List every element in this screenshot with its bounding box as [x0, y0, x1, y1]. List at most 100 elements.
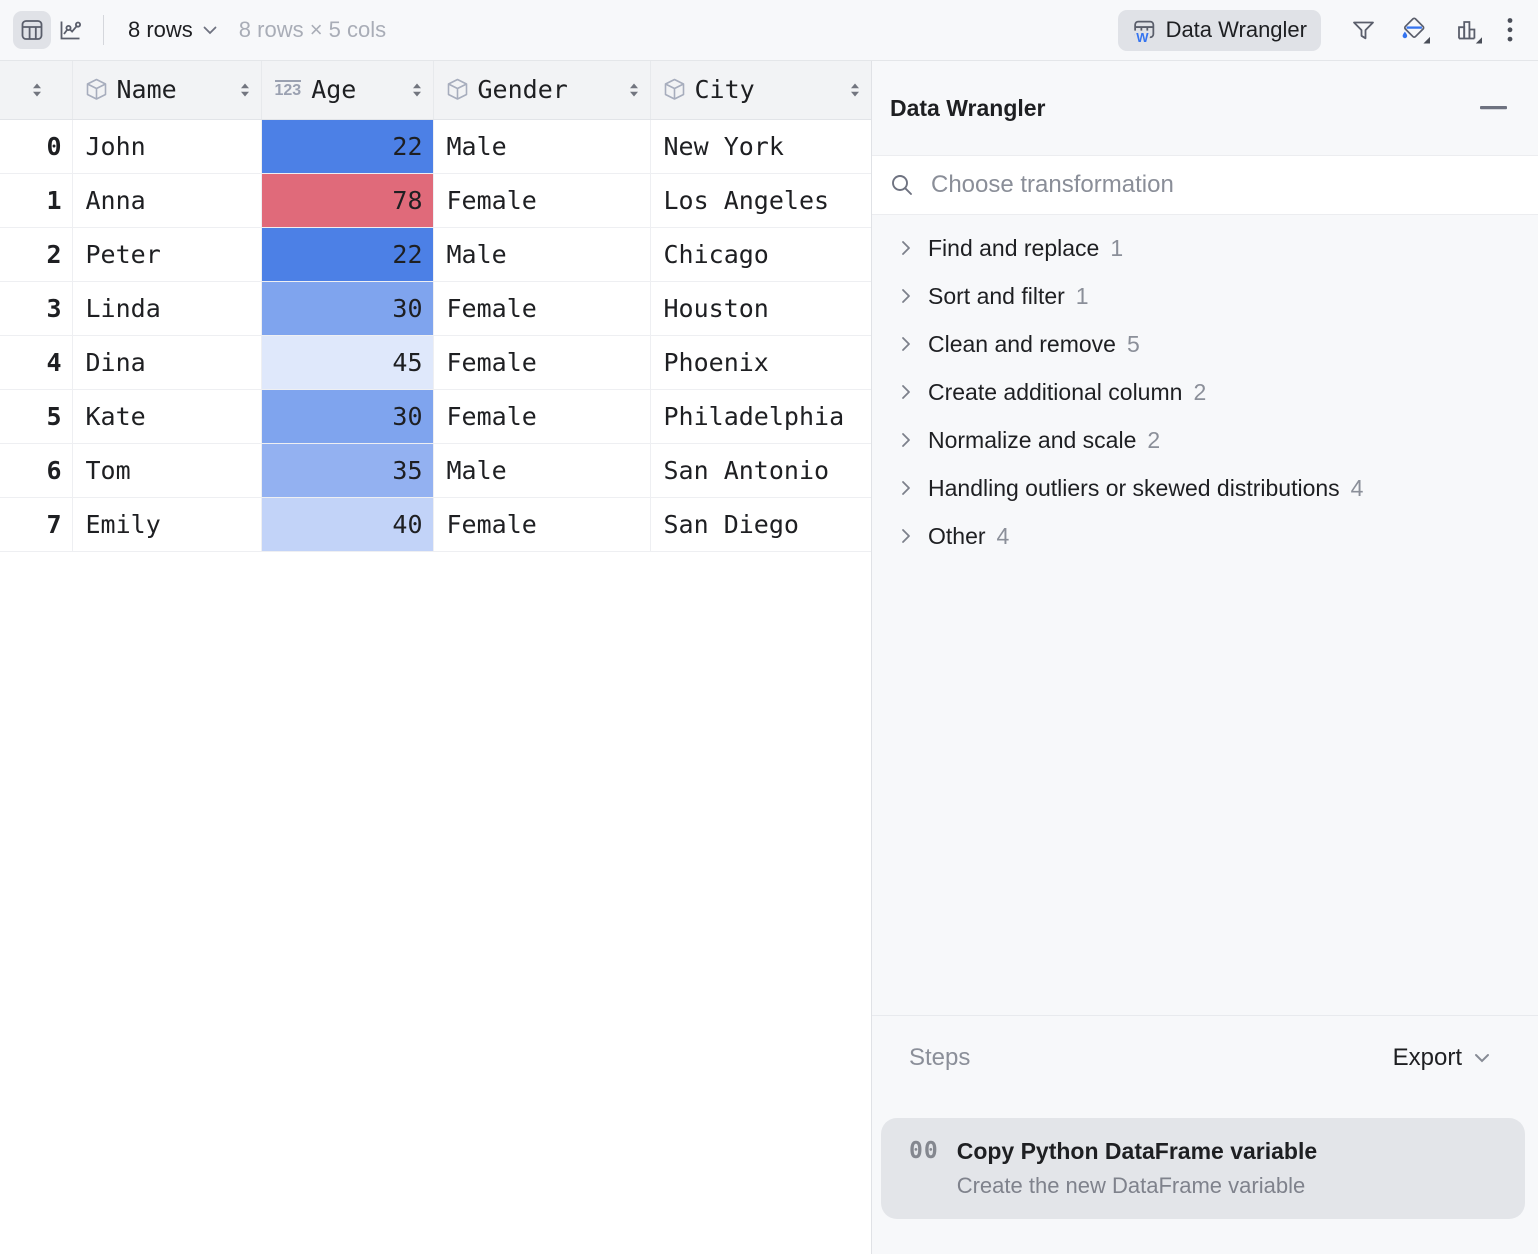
cell-name[interactable]: Dina [72, 335, 262, 390]
rows-count-dropdown[interactable]: 8 rows [128, 17, 217, 43]
column-label: Gender [477, 75, 568, 105]
chart-view-button[interactable] [51, 11, 89, 49]
step-number: 00 [909, 1138, 939, 1164]
cell-city[interactable]: Phoenix [650, 335, 871, 390]
chevron-right-icon [902, 241, 910, 255]
cell-city[interactable]: Los Angeles [650, 173, 871, 228]
data-wrangler-button-label: Data Wrangler [1165, 17, 1307, 42]
cell-gender[interactable]: Female [433, 281, 651, 336]
sort-icon[interactable] [239, 82, 251, 98]
transformation-category[interactable]: Other 4 [872, 512, 1538, 560]
cell-age[interactable]: 40 [261, 497, 434, 552]
cell-row-index[interactable]: 3 [0, 281, 73, 336]
kebab-menu-icon [1507, 17, 1513, 41]
sort-icon[interactable] [849, 82, 861, 98]
cell-age[interactable]: 35 [261, 443, 434, 498]
column-label: Name [116, 75, 177, 105]
rows-count-label: 8 rows [128, 17, 193, 42]
sort-icon[interactable] [31, 82, 43, 98]
cell-row-index[interactable]: 5 [0, 389, 73, 444]
sort-icon[interactable] [628, 82, 640, 98]
header-row-index[interactable] [0, 61, 73, 120]
transformation-category[interactable]: Handling outliers or skewed distribution… [872, 464, 1538, 512]
cell-city[interactable]: San Diego [650, 497, 871, 552]
more-options-button[interactable] [1506, 16, 1514, 45]
header-name[interactable]: Name [72, 61, 262, 120]
cell-row-index[interactable]: 2 [0, 227, 73, 282]
cell-age[interactable]: 22 [261, 227, 434, 282]
cell-gender[interactable]: Male [433, 119, 651, 174]
category-label: Handling outliers or skewed distribution… [928, 474, 1340, 501]
transformation-category[interactable]: Create additional column 2 [872, 368, 1538, 416]
table-body: 0 John 22 Male New York 1 Anna 78 Female… [0, 119, 871, 552]
category-count: 4 [996, 522, 1010, 549]
cell-gender[interactable]: Male [433, 443, 651, 498]
cell-row-index[interactable]: 0 [0, 119, 73, 174]
category-label: Other [928, 522, 986, 549]
numeric-type-icon: 123 [274, 80, 302, 100]
data-wrangler-panel: Data Wrangler Find and replace 1 Sor [872, 61, 1538, 1254]
column-label: City [694, 75, 755, 105]
cell-gender[interactable]: Female [433, 497, 651, 552]
cell-name[interactable]: Linda [72, 281, 262, 336]
cell-name[interactable]: Emily [72, 497, 262, 552]
cell-row-index[interactable]: 6 [0, 443, 73, 498]
cell-city[interactable]: Houston [650, 281, 871, 336]
data-wrangler-toggle-button[interactable]: W Data Wrangler [1117, 9, 1321, 51]
transformation-category[interactable]: Find and replace 1 [872, 224, 1538, 272]
category-count: 5 [1126, 330, 1140, 357]
toolbar-separator [103, 15, 104, 45]
cell-name[interactable]: Peter [72, 227, 262, 282]
cell-age[interactable]: 45 [261, 335, 434, 390]
cell-age[interactable]: 78 [261, 173, 434, 228]
statistics-button[interactable] [1454, 17, 1483, 44]
table-row: 0 John 22 Male New York [0, 119, 871, 174]
export-dropdown[interactable]: Export [1393, 1044, 1490, 1072]
cell-city[interactable]: New York [650, 119, 871, 174]
table-view-button[interactable] [13, 11, 51, 49]
cell-city[interactable]: Chicago [650, 227, 871, 282]
transformation-category[interactable]: Sort and filter 1 [872, 272, 1538, 320]
header-city[interactable]: City [650, 61, 871, 120]
cell-name[interactable]: Tom [72, 443, 262, 498]
cell-name[interactable]: John [72, 119, 262, 174]
table-header-row: Name 123 Age [0, 61, 871, 120]
cell-gender[interactable]: Female [433, 173, 651, 228]
category-count: 1 [1075, 282, 1089, 309]
category-label: Normalize and scale [928, 426, 1137, 453]
header-gender[interactable]: Gender [433, 61, 651, 120]
cell-gender[interactable]: Female [433, 335, 651, 390]
cell-gender[interactable]: Male [433, 227, 651, 282]
header-age[interactable]: 123 Age [261, 61, 434, 120]
transformation-category[interactable]: Normalize and scale 2 [872, 416, 1538, 464]
cell-city[interactable]: Philadelphia [650, 389, 871, 444]
transformation-category[interactable]: Clean and remove 5 [872, 320, 1538, 368]
cell-name[interactable]: Kate [72, 389, 262, 444]
object-type-icon [86, 78, 106, 101]
cell-age[interactable]: 30 [261, 389, 434, 444]
cell-gender[interactable]: Female [433, 389, 651, 444]
filter-button[interactable] [1350, 17, 1377, 44]
color-fill-button[interactable] [1400, 17, 1431, 44]
cell-row-index[interactable]: 4 [0, 335, 73, 390]
table-row: 4 Dina 45 Female Phoenix [0, 335, 871, 390]
chevron-right-icon [902, 385, 910, 399]
cell-city[interactable]: San Antonio [650, 443, 871, 498]
search-input[interactable] [931, 171, 1520, 199]
minimize-icon[interactable] [1480, 106, 1507, 110]
chevron-right-icon [902, 529, 910, 543]
cell-row-index[interactable]: 7 [0, 497, 73, 552]
svg-text:W: W [1136, 29, 1149, 42]
object-type-icon [664, 78, 684, 101]
chevron-right-icon [902, 481, 910, 495]
cell-age[interactable]: 30 [261, 281, 434, 336]
table-row: 3 Linda 30 Female Houston [0, 281, 871, 336]
panel-header: Data Wrangler [872, 61, 1538, 155]
cell-row-index[interactable]: 1 [0, 173, 73, 228]
category-label: Create additional column [928, 378, 1183, 405]
sort-icon[interactable] [411, 82, 423, 98]
step-card[interactable]: 00 Copy Python DataFrame variable Create… [881, 1118, 1525, 1219]
transformation-search [872, 155, 1538, 215]
cell-age[interactable]: 22 [261, 119, 434, 174]
cell-name[interactable]: Anna [72, 173, 262, 228]
